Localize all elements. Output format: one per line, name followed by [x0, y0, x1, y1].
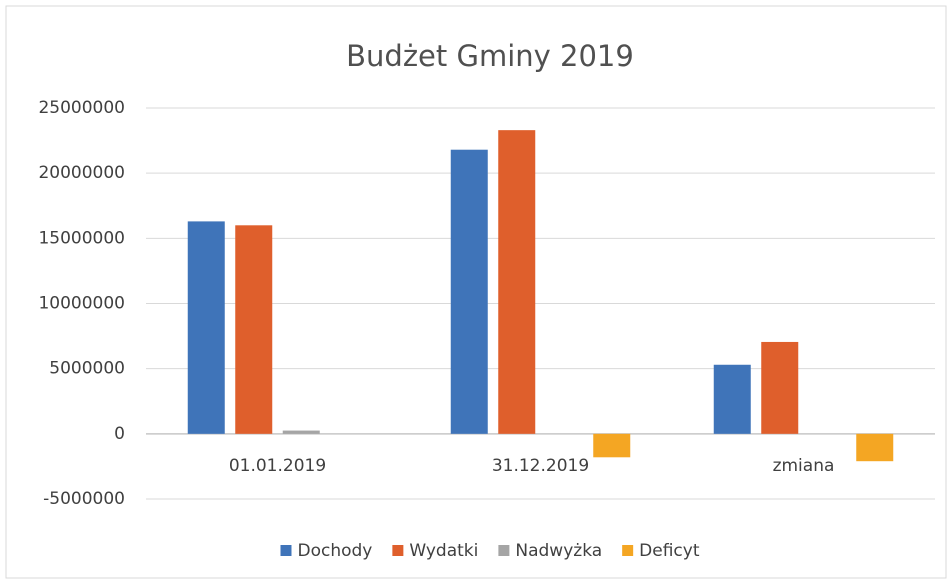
bar — [235, 225, 273, 434]
legend-label: Dochody — [297, 541, 372, 561]
bar — [498, 130, 536, 434]
bar — [761, 341, 799, 434]
y-tick-label: -5000000 — [43, 489, 125, 509]
bar — [450, 149, 488, 434]
legend-swatch — [280, 545, 292, 556]
legend-swatch — [622, 545, 634, 556]
y-tick-label: 0 — [114, 424, 125, 444]
y-tick-label: 15000000 — [38, 228, 125, 248]
x-tick-label: 01.01.2019 — [229, 456, 326, 476]
bar — [713, 364, 751, 434]
bar — [187, 221, 225, 434]
y-tick-label: 5000000 — [49, 359, 125, 379]
legend-label: Deficyt — [639, 541, 700, 561]
chart-title: Budżet Gminy 2019 — [346, 39, 634, 73]
x-tick-label: 31.12.2019 — [492, 456, 589, 476]
legend-swatch — [392, 545, 404, 556]
y-tick-label: 10000000 — [38, 294, 125, 314]
bar — [593, 433, 631, 458]
x-tick-label: zmiana — [773, 456, 835, 476]
legend-swatch — [498, 545, 510, 556]
y-tick-label: 20000000 — [38, 163, 125, 183]
bar — [282, 430, 320, 434]
legend-label: Wydatki — [409, 541, 478, 561]
bar — [856, 433, 894, 462]
y-tick-label: 25000000 — [38, 98, 125, 118]
legend-label: Nadwyżka — [515, 541, 602, 561]
